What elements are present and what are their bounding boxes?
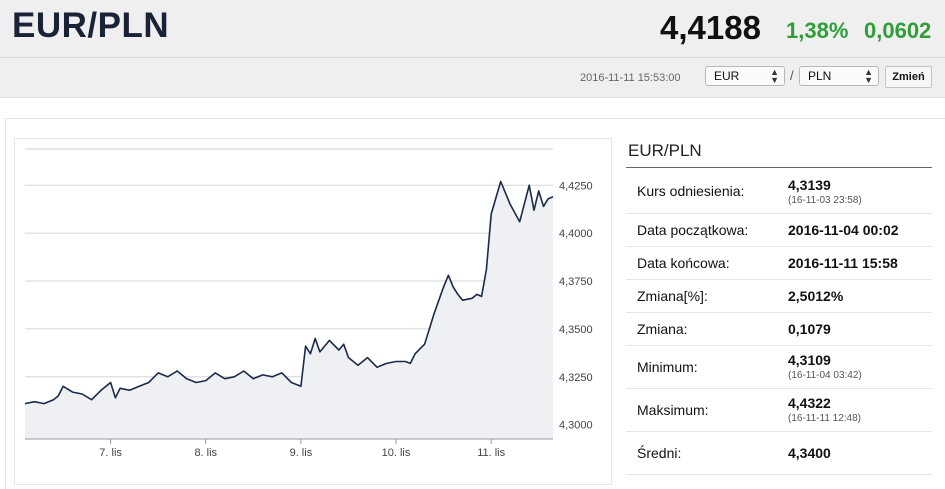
stats-label: Średni: [626, 431, 788, 475]
chart-x-tick-label: 7. lis [99, 447, 122, 459]
chart-y-tick-label: 4,4250 [559, 180, 593, 192]
chart-y-tick-label: 4,3500 [559, 324, 593, 336]
current-price: 4,4188 [660, 9, 761, 46]
select-arrows-icon: ▲ ▼ [864, 67, 873, 85]
stats-value: 2,5012% [788, 279, 932, 313]
stats-row: Data początkowa: 2016-11-04 00:02 [626, 213, 932, 247]
stats-value-main: 2016-11-04 00:02 [788, 221, 899, 238]
stats-row: Zmiana: 0,1079 [626, 312, 932, 346]
stats-label: Data początkowa: [626, 213, 788, 247]
quote-currency-value: PLN [808, 69, 832, 83]
quote-header: EUR/PLN 4,4188 1,38% 0,0602 2016-11-11 1… [0, 0, 945, 98]
chart-x-tick-label: 11. lis [477, 447, 505, 459]
stats-value-main: 4,3139 [788, 176, 831, 193]
statistics-table: Kurs odniesienia: 4,3139 (16-11-03 23:58) D… [626, 170, 932, 475]
stats-value: 2016-11-04 00:02 [788, 213, 932, 247]
base-currency-value: EUR [714, 69, 740, 83]
stats-value-main: 2016-11-11 15:58 [788, 254, 898, 271]
stats-row: Data końcowa: 2016-11-11 15:58 [626, 246, 932, 280]
stats-label: Maksimum: [626, 388, 788, 432]
chart-y-tick-label: 4,3750 [559, 276, 593, 288]
stats-label: Zmiana[%]: [626, 279, 788, 313]
change-currency-button[interactable]: Zmień [885, 66, 932, 88]
stats-value-main: 4,3109 [788, 352, 831, 368]
stats-row: Minimum: 4,3109 (16-11-04 03:42) [626, 345, 932, 389]
stats-value: 4,3139 (16-11-03 23:58) [788, 170, 932, 214]
currency-selector-bar [0, 57, 945, 98]
info-divider [626, 167, 932, 168]
stats-value-main: 4,3400 [788, 444, 831, 461]
chart-x-tick-label: 9. lis [290, 447, 313, 459]
stats-value-main: 2,5012% [788, 287, 844, 304]
stats-value-timestamp: (16-11-03 23:58) [788, 194, 862, 206]
content-panel [5, 118, 945, 489]
chart-y-tick-label: 4,4000 [559, 228, 593, 240]
stats-value: 4,3109 (16-11-04 03:42) [788, 345, 932, 389]
select-arrows-icon: ▲ ▼ [770, 67, 779, 85]
chart-area-fill [25, 181, 553, 439]
chart-x-tick-label: 8. lis [194, 447, 217, 459]
pair-title: EUR/PLN [12, 6, 170, 45]
stats-row: Średni: 4,3400 [626, 431, 932, 475]
stats-value: 4,4322 (16-11-11 12:48) [788, 388, 932, 432]
change-percent: 1,38% [786, 18, 849, 43]
info-title: EUR/PLN [628, 141, 702, 160]
stats-value-main: 0,1079 [788, 320, 831, 337]
stats-value-timestamp: (16-11-04 03:42) [788, 370, 862, 381]
chart-y-tick-label: 4,3250 [559, 372, 593, 384]
stats-value-timestamp: (16-11-11 12:48) [788, 413, 862, 424]
chart-series-line [24, 180, 554, 405]
quote-currency-select[interactable]: PLN ▲ ▼ [799, 66, 879, 86]
currency-separator: / [790, 68, 794, 83]
stats-value: 4,3400 [788, 431, 932, 475]
stats-row: Kurs odniesienia: 4,3139 (16-11-03 23:58) [626, 170, 932, 214]
stats-label: Data końcowa: [626, 246, 788, 280]
stats-label: Minimum: [626, 345, 788, 389]
quote-datetime: 2016-11-11 15:53:00 [580, 72, 681, 84]
chart-y-tick-label: 4,3000 [559, 420, 593, 432]
stats-value: 0,1079 [788, 312, 932, 346]
chart-x-tick-label: 10. lis [382, 447, 411, 459]
base-currency-select[interactable]: EUR ▲ ▼ [705, 66, 785, 86]
stats-row: Zmiana[%]: 2,5012% [626, 279, 932, 313]
chart-svg[interactable]: 4,4250 4,4000 4,3750 4,3500 4,3250 4,3000 7. l… [15, 139, 611, 484]
stats-label: Zmiana: [626, 312, 788, 346]
stats-label: Kurs odniesienia: [626, 170, 788, 214]
change-absolute: 0,0602 [864, 18, 932, 43]
stats-row: Maksimum: 4,4322 (16-11-11 12:48) [626, 388, 932, 432]
stats-value-main: 4,4322 [788, 395, 831, 411]
price-chart[interactable]: 4,4250 4,4000 4,3750 4,3500 4,3250 4,3000 7. l… [14, 138, 612, 485]
stats-value: 2016-11-11 15:58 [788, 246, 932, 280]
